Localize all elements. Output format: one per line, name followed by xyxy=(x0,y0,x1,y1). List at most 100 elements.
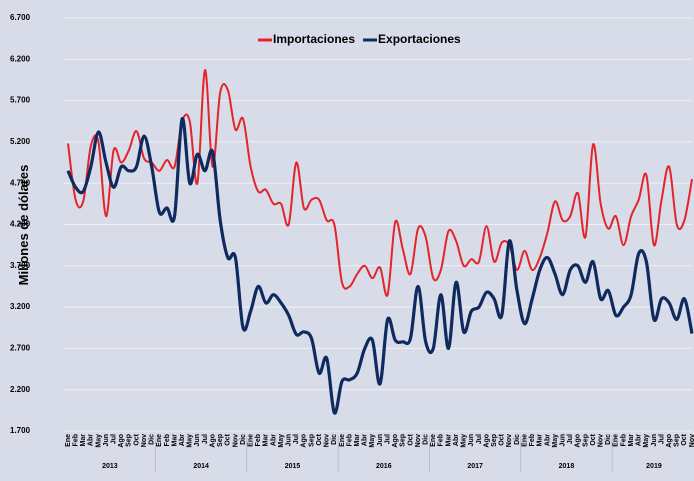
x-tick-label: Ene xyxy=(156,434,163,447)
x-tick-label: Feb xyxy=(346,434,353,446)
x-tick-label: Abr xyxy=(362,434,369,446)
x-tick-label: Ago xyxy=(392,434,399,448)
x-tick-label: Jul xyxy=(384,434,391,444)
x-tick-label: Jul xyxy=(567,434,574,444)
x-tick-label: Oct xyxy=(316,433,323,445)
x-tick-label: Oct xyxy=(590,433,597,445)
x-tick-label: Ago xyxy=(301,434,308,448)
year-label: 2015 xyxy=(285,463,301,470)
x-tick-label: Oct xyxy=(407,433,414,445)
x-tick-label: Abr xyxy=(636,434,643,446)
x-tick-label: Oct xyxy=(499,433,506,445)
x-tick-label: Jul xyxy=(202,434,209,444)
x-tick-label: Ene xyxy=(247,434,254,447)
y-tick-label: 4.200 xyxy=(10,220,31,229)
year-label: 2019 xyxy=(646,463,662,470)
y-tick-label: 6.700 xyxy=(10,13,31,22)
y-tick-label: 2.200 xyxy=(10,385,31,394)
x-tick-label: Nov xyxy=(324,434,331,447)
x-tick-label: Sep xyxy=(308,434,315,447)
x-tick-label: Nov xyxy=(598,434,605,447)
x-tick-label: May xyxy=(187,434,194,448)
x-tick-label: Sep xyxy=(400,434,407,447)
x-tick-label: Dic xyxy=(331,434,338,445)
series-line xyxy=(67,69,693,297)
x-tick-label: Ene xyxy=(613,434,620,447)
x-tick-label: Oct xyxy=(225,433,232,445)
x-tick-label: Jun xyxy=(194,434,201,446)
x-tick-label: Mar xyxy=(263,434,270,447)
x-tick-label: Ago xyxy=(118,434,125,448)
x-tick-label: Sep xyxy=(674,434,681,447)
x-tick-label: Oct xyxy=(681,433,688,445)
y-tick-label: 1.700 xyxy=(10,426,31,435)
x-tick-label: Feb xyxy=(72,434,79,446)
x-tick-label: Abr xyxy=(179,434,186,446)
x-tick-label: Abr xyxy=(88,434,95,446)
x-tick-label: Ene xyxy=(430,434,437,447)
x-tick-label: Ene xyxy=(65,434,72,447)
x-tick-label: Mar xyxy=(445,434,452,447)
x-tick-label: Jun xyxy=(559,434,566,446)
x-tick-label: Sep xyxy=(126,434,133,447)
y-tick-label: 3.700 xyxy=(10,261,31,270)
x-tick-label: Dic xyxy=(514,434,521,445)
year-label: 2018 xyxy=(559,463,575,470)
x-tick-label: Jun xyxy=(286,434,293,446)
x-tick-label: Sep xyxy=(217,434,224,447)
x-tick-label: Nov xyxy=(689,434,694,447)
x-tick-label: Jun xyxy=(651,434,658,446)
x-tick-label: Nov xyxy=(415,434,422,447)
x-tick-label: Feb xyxy=(620,434,627,446)
x-tick-label: Dic xyxy=(149,434,156,445)
x-tick-label: Abr xyxy=(544,434,551,446)
x-tick-label: Ago xyxy=(666,434,673,448)
y-tick-label: 2.700 xyxy=(10,344,31,353)
x-tick-label: Feb xyxy=(438,434,445,446)
year-label: 2016 xyxy=(376,463,392,470)
x-tick-label: Ene xyxy=(339,434,346,447)
x-tick-label: Mar xyxy=(80,434,87,447)
y-tick-label: 5.700 xyxy=(10,96,31,105)
year-label: 2017 xyxy=(467,463,483,470)
x-tick-label: Sep xyxy=(491,434,498,447)
x-tick-label: Feb xyxy=(255,434,262,446)
x-tick-label: Mar xyxy=(354,434,361,447)
x-tick-label: Nov xyxy=(506,434,513,447)
series-line xyxy=(66,117,694,415)
x-tick-label: Mar xyxy=(537,434,544,447)
x-tick-label: Jul xyxy=(658,434,665,444)
x-tick-label: Nov xyxy=(141,434,148,447)
x-tick-label: May xyxy=(369,434,376,448)
x-tick-label: May xyxy=(643,434,650,448)
y-tick-label: 3.200 xyxy=(10,302,31,311)
x-tick-label: Abr xyxy=(453,434,460,446)
x-tick-label: Nov xyxy=(232,434,239,447)
year-label: 2013 xyxy=(102,463,118,470)
x-tick-label: Mar xyxy=(628,434,635,447)
x-tick-label: Jul xyxy=(476,434,483,444)
y-axis-title: Millones de dólares xyxy=(16,165,31,286)
x-tick-label: Ago xyxy=(575,434,582,448)
y-tick-label: 6.200 xyxy=(10,54,31,63)
x-tick-label: Jun xyxy=(103,434,110,446)
x-tick-label: Ene xyxy=(521,434,528,447)
x-tick-label: Jun xyxy=(468,434,475,446)
x-tick-label: Ago xyxy=(483,434,490,448)
year-label: 2014 xyxy=(193,463,209,470)
x-tick-label: Dic xyxy=(240,434,247,445)
x-tick-label: May xyxy=(95,434,102,448)
x-tick-label: May xyxy=(552,434,559,448)
x-tick-label: Oct xyxy=(133,433,140,445)
y-tick-label: 4.700 xyxy=(10,178,31,187)
x-tick-label: Dic xyxy=(423,434,430,445)
x-tick-label: Jul xyxy=(293,434,300,444)
legend-label: Importaciones xyxy=(273,32,355,46)
x-tick-label: Abr xyxy=(270,434,277,446)
x-tick-label: Mar xyxy=(171,434,178,447)
x-tick-label: Ago xyxy=(209,434,216,448)
x-tick-label: May xyxy=(278,434,285,448)
legend-label: Exportaciones xyxy=(378,32,461,46)
y-tick-label: 5.200 xyxy=(10,137,31,146)
